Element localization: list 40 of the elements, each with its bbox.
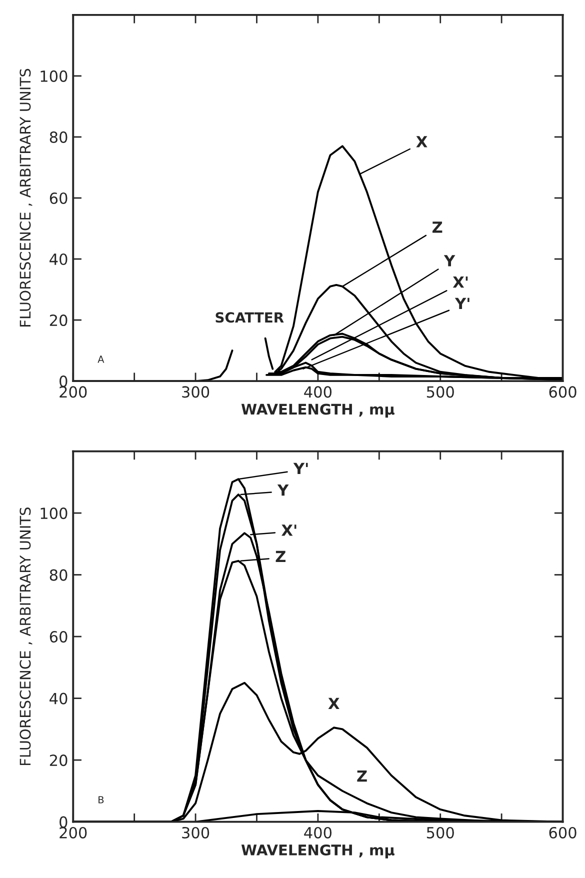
annotation: Y xyxy=(444,255,456,266)
annotation: SCATTER xyxy=(216,312,284,323)
y-tick-label: 0 xyxy=(60,816,68,828)
y-tick-label: 80 xyxy=(50,569,68,581)
annotation: Z xyxy=(432,222,442,233)
x-tick-label: 400 xyxy=(304,826,332,838)
x-tick-label: 300 xyxy=(182,826,210,838)
annotation: Y' xyxy=(454,298,470,309)
annotation: X' xyxy=(282,524,296,536)
y-tick-label: 40 xyxy=(50,253,68,266)
annotation: Z xyxy=(357,770,367,782)
x-tick-label: 300 xyxy=(182,386,210,398)
y-tick-label: 20 xyxy=(50,314,68,326)
x-tick-label: 500 xyxy=(426,826,454,838)
x-tick-label: 600 xyxy=(549,386,576,398)
annotation: Y xyxy=(277,484,289,496)
y-tick-label: 20 xyxy=(50,754,68,766)
x-axis-title: WAVELENGTH , mμ xyxy=(241,404,394,418)
x-tick-label: 200 xyxy=(60,826,87,838)
x-tick-label: 200 xyxy=(60,386,87,398)
x-tick-label: 400 xyxy=(304,386,332,398)
y-tick-label: 100 xyxy=(40,70,68,82)
y-axis-title: FLUORESCENCE , ARBITRARY UNITS xyxy=(20,507,32,766)
x-tick-label: 600 xyxy=(549,826,576,838)
annotation: Z xyxy=(276,550,286,562)
y-tick-label: 60 xyxy=(50,192,68,204)
annotation: X xyxy=(328,698,340,710)
y-axis-title: FLUORESCENCE , ARBITRARY UNITS xyxy=(20,68,32,326)
y-tick-label: 40 xyxy=(50,692,68,704)
annotation: A xyxy=(98,356,104,363)
y-tick-label: 80 xyxy=(50,131,68,143)
annotation: Y' xyxy=(293,462,308,474)
x-tick-label: 500 xyxy=(426,386,454,398)
y-tick-label: 100 xyxy=(40,508,68,520)
y-tick-label: 0 xyxy=(60,376,68,388)
annotation: B xyxy=(98,796,104,804)
x-axis-title: WAVELENGTH , mμ xyxy=(241,844,394,858)
y-tick-label: 60 xyxy=(50,631,68,643)
annotation: X xyxy=(416,136,428,148)
annotation: X' xyxy=(452,276,468,288)
